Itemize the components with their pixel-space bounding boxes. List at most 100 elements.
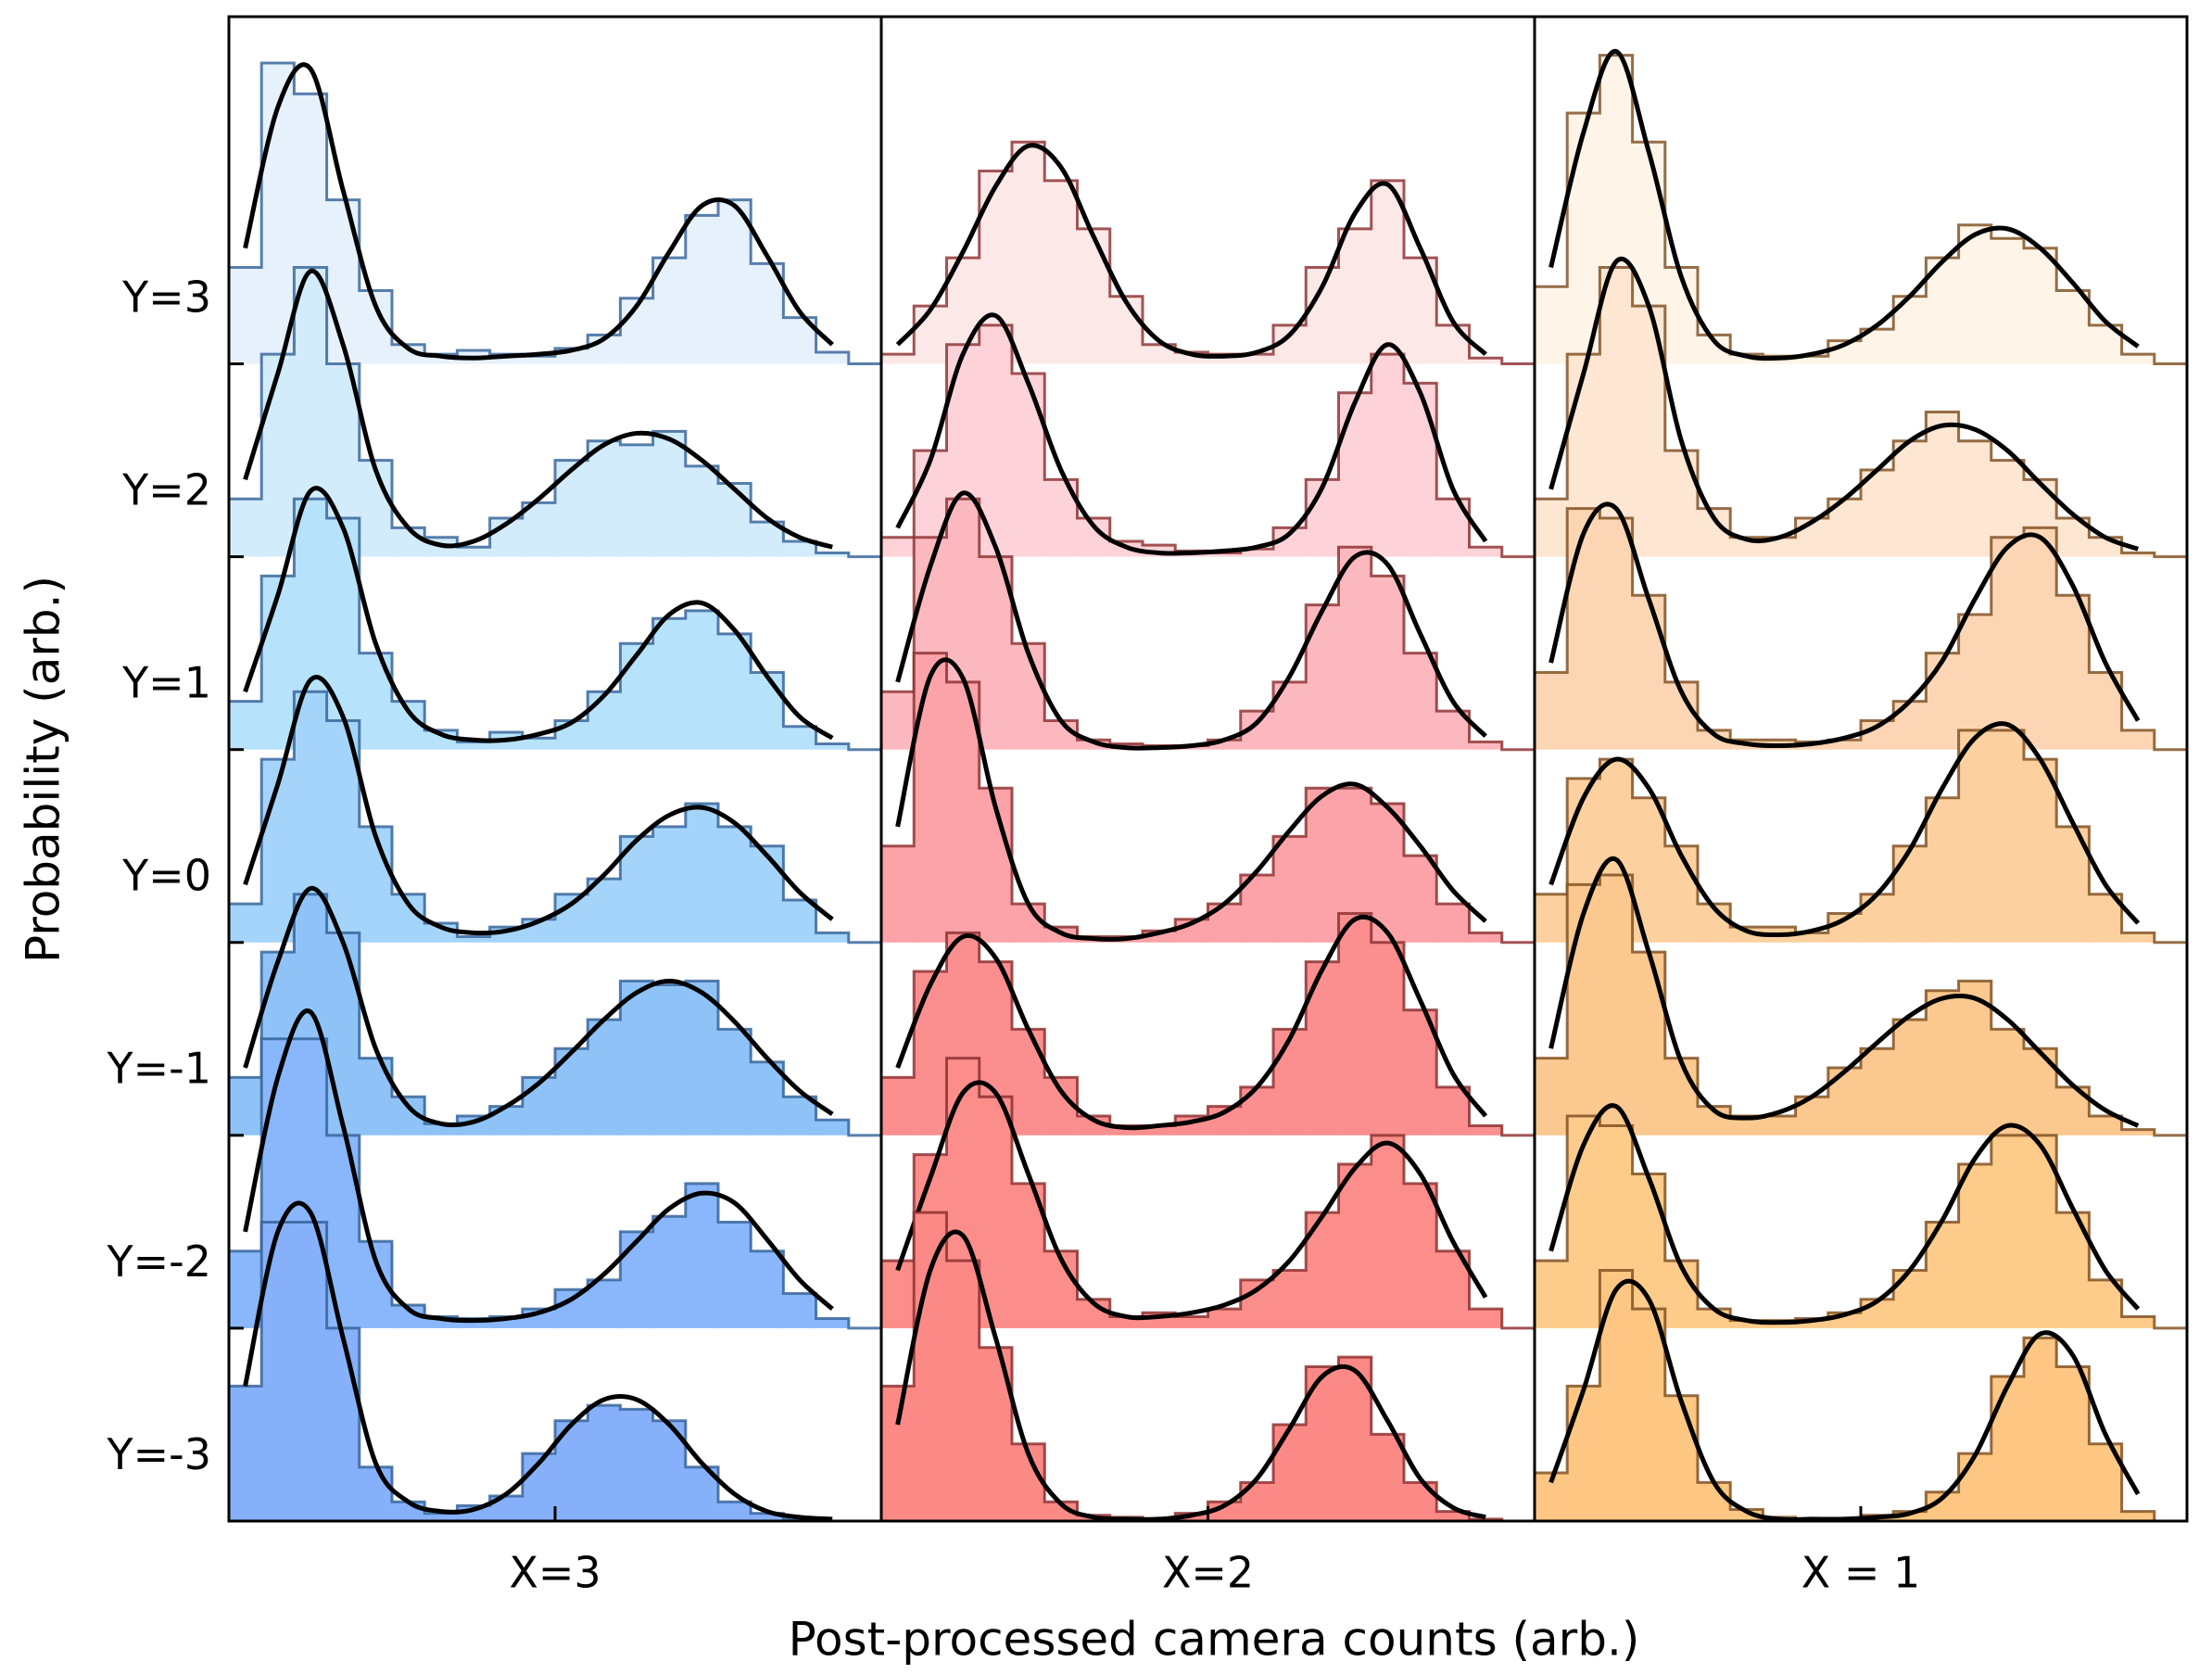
histogram-bar bbox=[522, 502, 556, 557]
histogram-bar bbox=[881, 1261, 915, 1328]
row bbox=[1535, 48, 2187, 366]
histogram-bar bbox=[718, 1222, 752, 1328]
histogram-bar bbox=[588, 1279, 621, 1328]
histogram-bar bbox=[2056, 290, 2090, 364]
histogram-bar bbox=[1109, 1125, 1144, 1135]
histogram-bar bbox=[881, 845, 915, 943]
histogram-bar bbox=[783, 899, 817, 943]
histogram-bar bbox=[2024, 527, 2057, 750]
histogram-bar bbox=[1404, 1183, 1437, 1328]
histogram-bar bbox=[652, 431, 687, 557]
row-label: Y=3 bbox=[121, 272, 211, 322]
row bbox=[1535, 721, 2187, 945]
histogram-bar bbox=[1535, 499, 1568, 557]
histogram-bar bbox=[2056, 1366, 2090, 1521]
histogram-bar bbox=[522, 738, 556, 750]
histogram-bar bbox=[652, 258, 687, 364]
histogram-bar bbox=[1991, 1135, 2025, 1328]
histogram-bar bbox=[652, 984, 687, 1135]
histogram-bar bbox=[392, 527, 425, 557]
histogram-bar bbox=[555, 1289, 588, 1328]
histogram-bar bbox=[1306, 788, 1339, 943]
histogram-bar bbox=[1632, 1309, 1666, 1521]
histogram-bar bbox=[620, 1409, 654, 1521]
histogram-bar bbox=[718, 1502, 752, 1521]
row-label: Y=-3 bbox=[106, 1429, 211, 1479]
row bbox=[881, 140, 1535, 366]
histogram-bar bbox=[652, 618, 687, 750]
histogram-bar bbox=[1240, 549, 1274, 557]
histogram-bar bbox=[652, 1216, 687, 1328]
histogram-bar bbox=[1567, 884, 1600, 1135]
histogram-bar bbox=[620, 981, 654, 1135]
histogram-bar bbox=[2121, 552, 2155, 557]
histogram-bar bbox=[783, 1097, 817, 1135]
histogram-bar bbox=[718, 826, 752, 943]
histogram-bar bbox=[2024, 247, 2057, 364]
panel-title: X=2 bbox=[1162, 1548, 1254, 1598]
histogram-bar bbox=[1044, 180, 1078, 364]
histogram-outline bbox=[229, 893, 881, 1137]
histogram-bar bbox=[751, 672, 784, 750]
histogram-bar bbox=[815, 932, 850, 943]
row bbox=[881, 652, 1535, 945]
fit-curve bbox=[1548, 48, 2140, 361]
fit-curve bbox=[1548, 1278, 2141, 1523]
histogram-bar bbox=[1730, 1116, 1763, 1135]
histogram-bar bbox=[1991, 729, 2025, 943]
fit-curve bbox=[895, 1080, 1488, 1321]
histogram-bar bbox=[1273, 1424, 1307, 1521]
row bbox=[229, 266, 881, 559]
histogram-bar bbox=[1535, 1058, 1568, 1135]
histogram-bar bbox=[2121, 729, 2155, 750]
histogram-bar bbox=[1958, 981, 1992, 1135]
panel bbox=[1535, 48, 2187, 1523]
histogram-bar bbox=[261, 354, 295, 557]
histogram-bar bbox=[1469, 547, 1503, 557]
histogram-bar bbox=[1175, 1316, 1208, 1328]
histogram-bar bbox=[1109, 296, 1144, 364]
histogram-bar bbox=[1632, 952, 1666, 1135]
fit-curve bbox=[243, 675, 834, 936]
histogram-bar bbox=[815, 352, 850, 364]
histogram-bar bbox=[1664, 1395, 1699, 1521]
histogram-bar bbox=[1404, 1482, 1437, 1521]
histogram-bar bbox=[229, 904, 262, 943]
fit-curve bbox=[243, 62, 834, 361]
histogram-bar bbox=[1763, 537, 1797, 557]
histogram-bar bbox=[1012, 1029, 1045, 1135]
histogram-bar bbox=[1338, 1164, 1372, 1328]
histogram-bar bbox=[751, 1513, 784, 1521]
fit-curve bbox=[1548, 721, 2141, 937]
histogram-bar bbox=[229, 701, 262, 750]
histogram-bar bbox=[1404, 856, 1437, 943]
histogram-bar bbox=[815, 1318, 850, 1328]
histogram-bar bbox=[1207, 1502, 1242, 1521]
histogram-bar bbox=[685, 465, 719, 557]
histogram-bar bbox=[751, 845, 784, 943]
histogram-bar bbox=[685, 610, 719, 750]
histogram-bar bbox=[1599, 1270, 1634, 1521]
histogram-bar bbox=[359, 1466, 393, 1521]
histogram-bar bbox=[914, 970, 947, 1135]
histogram-bar bbox=[1012, 373, 1045, 557]
histogram-bar bbox=[457, 547, 491, 557]
histogram-outline bbox=[229, 1037, 881, 1330]
histogram-bar bbox=[1436, 324, 1470, 364]
histogram-bar bbox=[2121, 1316, 2155, 1328]
row bbox=[229, 1200, 881, 1523]
row-label: Y=-2 bbox=[106, 1236, 211, 1287]
histogram-bar bbox=[1469, 742, 1503, 750]
histogram-bar bbox=[457, 1318, 491, 1328]
histogram-bar bbox=[1632, 1173, 1666, 1328]
histogram-bar bbox=[1012, 142, 1045, 364]
histogram-bar bbox=[326, 932, 360, 1135]
histogram-bar bbox=[2121, 1511, 2155, 1521]
histogram-bar bbox=[1664, 845, 1699, 943]
histogram-bar bbox=[588, 440, 621, 557]
histogram-bar bbox=[685, 215, 719, 364]
histogram-bar bbox=[1143, 1125, 1176, 1135]
histogram-bar bbox=[815, 743, 850, 750]
histogram-outline bbox=[881, 497, 1535, 752]
histogram-bar bbox=[751, 1061, 784, 1135]
